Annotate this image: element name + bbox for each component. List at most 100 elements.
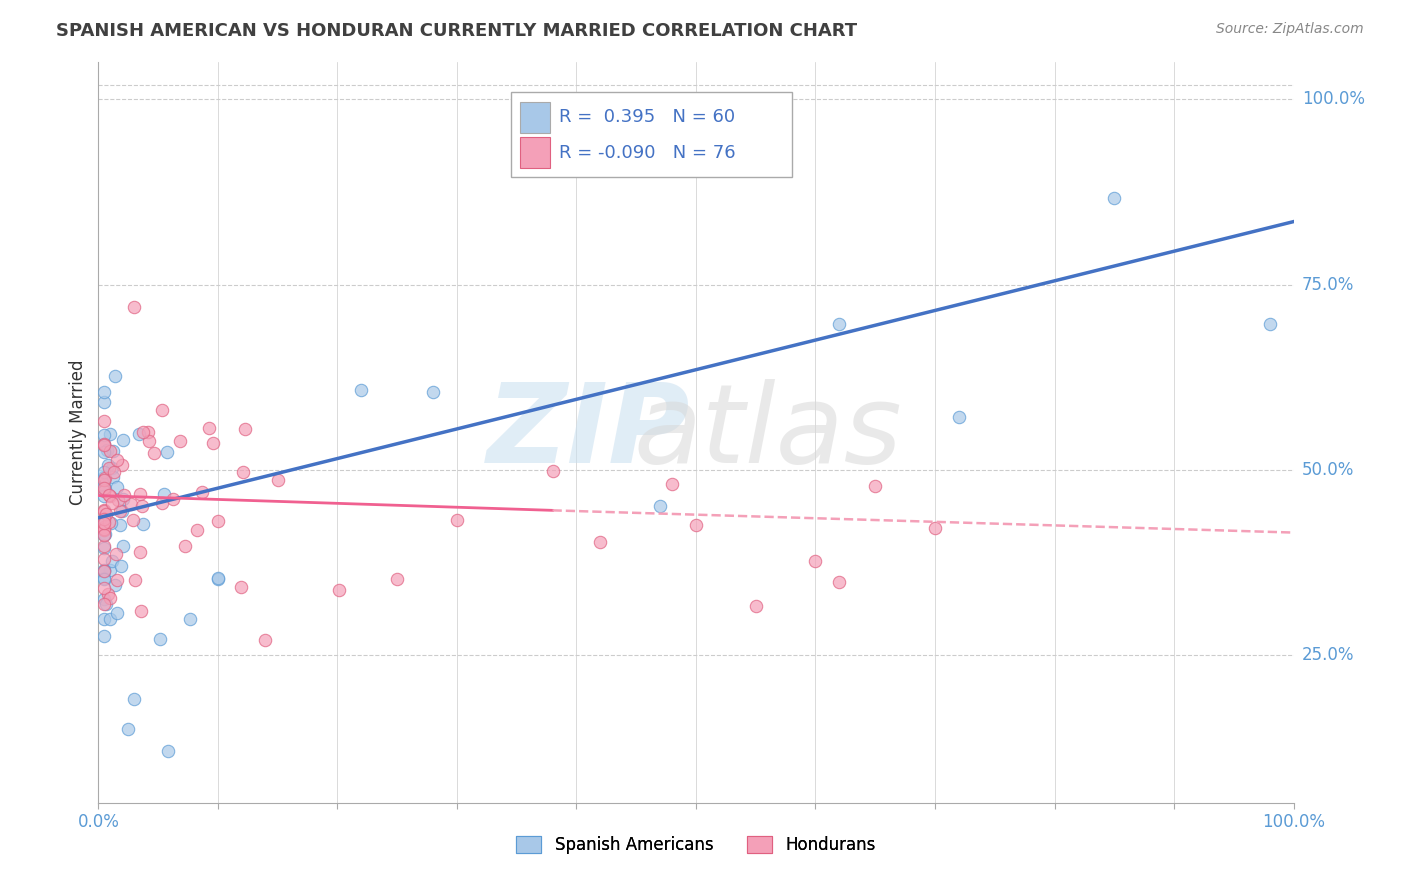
Point [93,592,115,607]
Point [804,554,827,568]
Point [948,409,970,424]
Point [111,458,134,472]
Point [93,612,115,626]
Point [105,453,128,467]
Point [120,497,142,511]
Point [1258,317,1281,331]
Point [589,534,612,549]
Point [101,461,124,475]
Point [93,563,115,577]
Point [350,383,373,397]
Text: SPANISH AMERICAN VS HONDURAN CURRENTLY MARRIED CORRELATION CHART: SPANISH AMERICAN VS HONDURAN CURRENTLY M… [56,22,858,40]
Point [93,541,115,556]
Point [104,578,127,592]
Point [162,491,184,506]
Point [111,433,134,447]
Point [152,487,174,501]
Point [103,465,125,479]
Point [93,385,115,400]
Point [254,632,277,647]
Point [101,443,124,458]
Point [150,403,173,417]
Point [93,528,115,542]
Point [685,517,707,532]
Point [103,469,125,483]
Point [93,511,115,525]
Point [128,545,150,559]
Point [110,503,132,517]
Point [150,496,173,510]
Point [93,539,115,553]
Point [108,518,131,533]
Point [422,385,444,400]
Point [179,611,201,625]
Text: ZIP: ZIP [486,379,690,486]
Point [105,573,128,587]
Point [745,599,768,614]
FancyBboxPatch shape [510,92,792,178]
Point [229,580,252,594]
Point [202,435,225,450]
Point [98,515,121,529]
Point [122,300,145,314]
Point [96,443,118,458]
Text: Source: ZipAtlas.com: Source: ZipAtlas.com [1216,22,1364,37]
Point [93,523,115,537]
Text: 25.0%: 25.0% [1302,646,1354,664]
Point [93,581,115,595]
Point [105,480,128,494]
Point [93,481,115,495]
Point [446,513,468,527]
Point [98,611,121,625]
Point [93,484,115,499]
Point [128,426,150,441]
Point [828,575,851,590]
Point [93,565,115,579]
Point [98,563,121,577]
Text: R =  0.395   N = 60: R = 0.395 N = 60 [558,108,735,127]
Point [93,445,115,459]
Point [93,572,115,586]
Point [156,445,179,459]
Point [124,574,146,588]
Point [98,443,121,458]
Point [93,437,115,451]
Point [93,516,115,530]
Point [207,514,229,528]
Point [149,632,172,647]
Point [93,471,115,485]
Point [174,540,197,554]
Text: 75.0%: 75.0% [1302,276,1354,293]
Point [828,318,851,332]
Point [93,489,115,503]
Point [93,504,115,518]
Point [93,470,115,484]
Point [1104,191,1126,205]
Point [94,597,117,611]
Point [186,523,208,537]
Point [131,499,153,513]
Point [93,516,115,531]
Point [93,503,115,517]
Point [93,528,115,542]
Point [198,420,221,434]
Point [111,504,134,518]
Point [138,434,160,448]
Point [865,478,887,492]
Point [93,520,115,534]
Point [100,427,122,442]
Point [924,520,946,534]
Point [93,597,115,611]
Point [132,425,155,439]
Point [93,395,115,409]
Point [117,722,139,736]
FancyBboxPatch shape [520,137,550,169]
Point [93,413,115,427]
Legend: Spanish Americans, Hondurans: Spanish Americans, Hondurans [510,830,882,861]
Point [122,513,145,527]
FancyBboxPatch shape [520,102,550,133]
Point [136,425,159,440]
Point [104,369,127,384]
Point [105,547,128,561]
Point [93,522,115,536]
